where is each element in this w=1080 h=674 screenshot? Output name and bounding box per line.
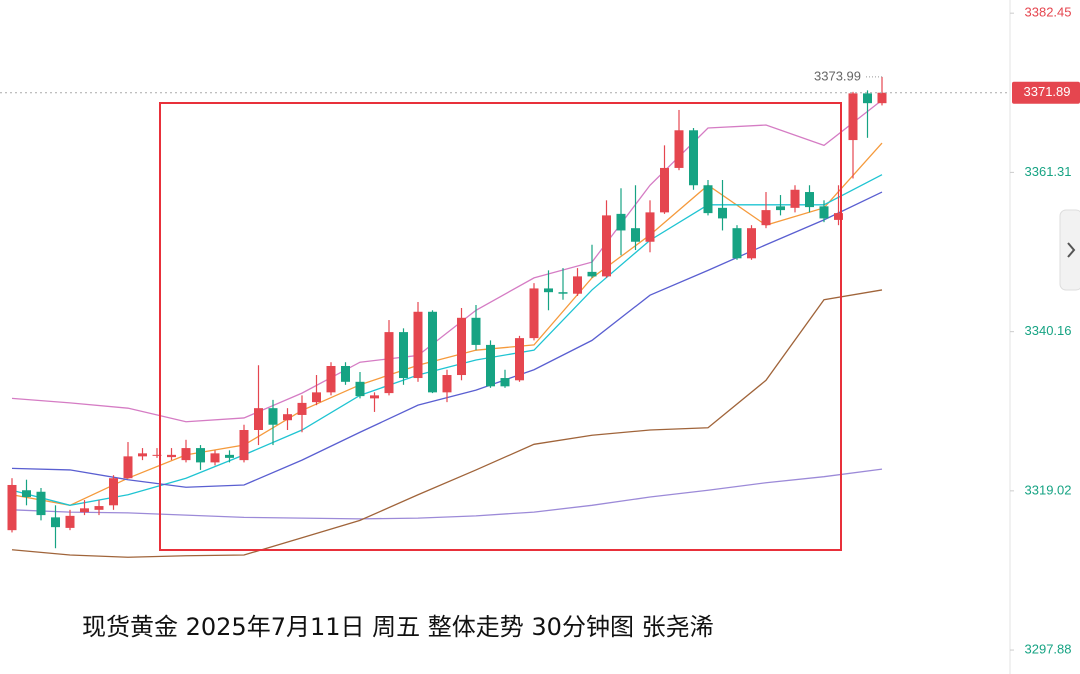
- candle-body: [109, 478, 118, 506]
- candle-body: [341, 365, 350, 382]
- indicator-line: [11, 174, 883, 506]
- candle-body: [805, 192, 814, 208]
- candle-body: [718, 207, 727, 219]
- candle-body: [428, 311, 437, 393]
- collapse-button[interactable]: [1059, 209, 1080, 291]
- candle-body: [138, 453, 147, 457]
- high-label: 3373.99: [814, 68, 861, 83]
- candle-body: [225, 454, 234, 458]
- indicator-line: [11, 289, 883, 558]
- candle-body: [196, 448, 205, 463]
- candle-body: [834, 213, 843, 220]
- candle-body: [558, 292, 568, 294]
- candle-body: [776, 206, 785, 211]
- candle-body: [413, 311, 423, 379]
- caption: 现货黄金 2025年7月11日 周五 整体走势 30分钟图 张尧浠: [82, 613, 714, 641]
- candle-body: [210, 453, 220, 463]
- candle-body: [573, 276, 582, 294]
- candle-body: [51, 517, 60, 528]
- button-bg[interactable]: [1059, 209, 1080, 291]
- last-price-label: 3371.89: [1024, 84, 1071, 99]
- candle-body: [457, 317, 466, 376]
- candle-body: [80, 508, 89, 513]
- y-tick-label: 3340.16: [1025, 323, 1072, 338]
- candle-body: [500, 378, 510, 387]
- plot-area: [7, 76, 887, 558]
- candle-body: [123, 456, 133, 479]
- candle-body: [355, 381, 365, 397]
- candle-body: [674, 130, 684, 168]
- candle-body: [297, 402, 307, 415]
- candle-body: [660, 167, 669, 213]
- candle-body: [65, 515, 75, 528]
- candle-body: [602, 215, 611, 277]
- candle-body: [645, 212, 655, 242]
- candle-body: [631, 228, 640, 242]
- candle-body: [587, 271, 597, 277]
- candle-body: [254, 408, 263, 431]
- candle-body: [268, 408, 278, 425]
- candle-body: [152, 454, 162, 456]
- candle-body: [181, 448, 191, 461]
- chevron-icon[interactable]: [1067, 242, 1076, 258]
- candle-body: [689, 130, 698, 186]
- candle-body: [7, 484, 17, 531]
- candle-body: [370, 395, 379, 399]
- indicator-line: [11, 468, 883, 520]
- y-tick-label: 3297.88: [1025, 641, 1072, 656]
- candle-body: [703, 185, 713, 214]
- candle-body: [732, 228, 742, 259]
- candle-body: [36, 491, 46, 516]
- candle-body: [167, 454, 176, 458]
- candle-body: [399, 332, 408, 379]
- candle-body: [22, 490, 31, 498]
- candle-body: [790, 189, 800, 208]
- candle-body: [486, 344, 495, 387]
- candle-body: [544, 288, 553, 293]
- candle-body: [94, 506, 104, 510]
- candle-body: [616, 213, 626, 231]
- candle-body: [384, 332, 394, 394]
- highlight-box: [159, 102, 842, 551]
- candle-body: [761, 210, 771, 226]
- indicator-line: [11, 99, 883, 423]
- candle-body: [863, 93, 872, 104]
- last-price-box: [1012, 81, 1080, 104]
- candle-body: [471, 317, 481, 345]
- candle-body: [819, 206, 829, 219]
- y-tick-label: 3319.02: [1025, 482, 1072, 497]
- candle-body: [442, 375, 452, 393]
- y-tick-label: 3361.31: [1025, 164, 1072, 179]
- y-tick-label: 3382.45: [1025, 5, 1072, 20]
- candle-body: [529, 288, 539, 339]
- candle-body: [747, 228, 756, 259]
- candle-body: [848, 93, 858, 141]
- candle-body: [312, 392, 321, 403]
- candle-body: [877, 92, 887, 104]
- candle-body: [515, 338, 524, 381]
- candle-body: [239, 430, 249, 461]
- candle-body: [326, 365, 336, 393]
- candle-body: [283, 414, 292, 421]
